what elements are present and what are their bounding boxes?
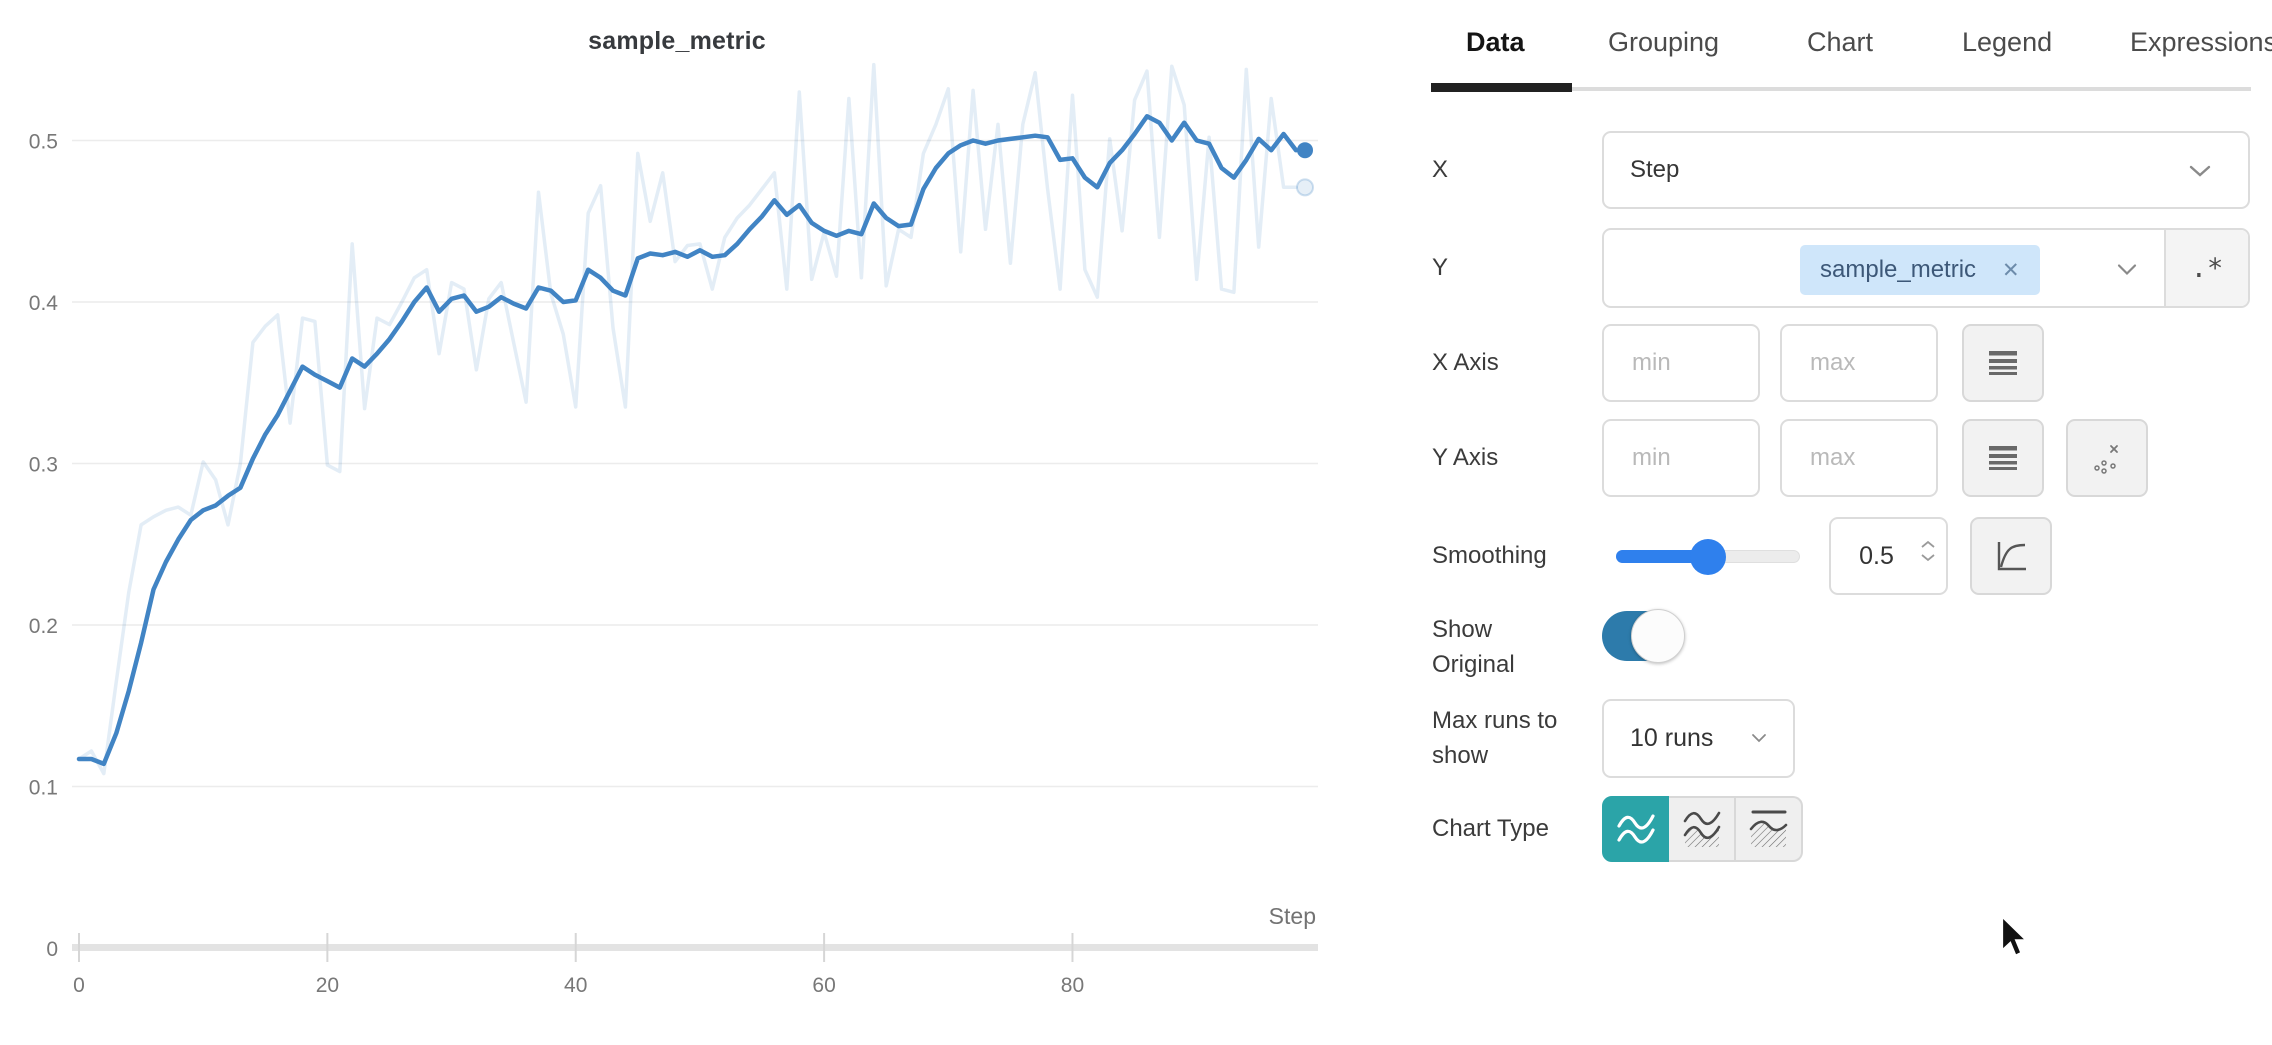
y-axis-label: Y Axis xyxy=(1432,444,1499,471)
svg-text:0: 0 xyxy=(46,938,58,961)
x-axis-min-input[interactable] xyxy=(1602,324,1760,402)
active-tab-indicator xyxy=(1431,83,1572,92)
max-runs-select[interactable]: 10 runs xyxy=(1602,699,1795,778)
log-scale-icon xyxy=(1989,446,2017,470)
y-axis-min-input[interactable] xyxy=(1602,419,1760,497)
log-scale-icon xyxy=(1989,351,2017,375)
x-metric-select[interactable]: Step xyxy=(1602,131,2250,209)
tab-grouping[interactable]: Grouping xyxy=(1608,27,1720,57)
svg-text:20: 20 xyxy=(316,974,339,997)
y-metric-tag[interactable]: sample_metric ✕ xyxy=(1800,245,2040,295)
percentile-plot-icon xyxy=(1749,810,1787,847)
x-axis-max-input[interactable] xyxy=(1780,324,1938,402)
regex-toggle-button[interactable]: .* xyxy=(2164,230,2248,306)
y-metric-tag-label: sample_metric xyxy=(1820,256,1977,283)
svg-text:40: 40 xyxy=(564,974,587,997)
x-axis-log-scale-button[interactable] xyxy=(1962,324,2044,402)
smoothing-label: Smoothing xyxy=(1432,542,1547,569)
chevron-down-icon xyxy=(2117,264,2137,276)
toggle-knob xyxy=(1631,609,1685,663)
chart-type-label: Chart Type xyxy=(1432,815,1549,842)
svg-text:0.3: 0.3 xyxy=(29,454,58,477)
show-original-toggle[interactable] xyxy=(1602,609,1685,663)
svg-text:0: 0 xyxy=(73,974,85,997)
ignore-outliers-button[interactable] xyxy=(2066,419,2148,497)
svg-text:0.1: 0.1 xyxy=(29,777,58,800)
tab-data[interactable]: Data xyxy=(1466,27,1525,57)
smoothing-slider-fill xyxy=(1616,550,1711,563)
chart-title: sample_metric xyxy=(588,27,766,55)
plot-area[interactable]: 0 0.1 0.2 0.3 0.4 0.5 0 20 40 60 80 Step xyxy=(0,0,1354,1045)
svg-text:0.4: 0.4 xyxy=(29,292,59,315)
tab-underline-track xyxy=(1431,87,2251,91)
x-axis-label: X Axis xyxy=(1432,349,1499,376)
chart-type-line-button[interactable] xyxy=(1602,796,1669,862)
svg-text:60: 60 xyxy=(812,974,835,997)
chart-panel: sample_metric 0 0.1 0.2 0.3 0.4 0.5 0 20 40 60 80 S… xyxy=(29,27,1318,997)
smoothing-value-input[interactable] xyxy=(1829,517,1948,595)
max-runs-label: Max runs to show xyxy=(1432,707,1558,769)
ignore-outliers-icon xyxy=(2094,445,2118,474)
smoothing-slider[interactable] xyxy=(1616,539,1800,575)
svg-text:0.2: 0.2 xyxy=(29,615,58,638)
tab-chart[interactable]: Chart xyxy=(1807,27,1874,57)
svg-text:Step: Step xyxy=(1269,903,1316,929)
y-label: Y xyxy=(1432,254,1449,281)
regex-label: .* xyxy=(2190,252,2224,284)
smoothing-slider-thumb[interactable] xyxy=(1690,539,1726,575)
tab-legend[interactable]: Legend xyxy=(1962,27,2053,57)
y-metric-select[interactable]: sample_metric ✕ .* xyxy=(1602,228,2250,308)
svg-text:80: 80 xyxy=(1061,974,1084,997)
x-label: X xyxy=(1432,156,1449,183)
remove-tag-icon[interactable]: ✕ xyxy=(2002,258,2020,282)
smoothing-type-button[interactable] xyxy=(1970,517,2052,595)
line-plot-icon xyxy=(1616,814,1655,844)
chevron-down-icon xyxy=(1752,734,1766,743)
max-runs-value: 10 runs xyxy=(1630,724,1714,752)
tab-expressions[interactable]: Expressions xyxy=(2130,27,2272,57)
show-original-label: Show Original xyxy=(1432,616,1515,678)
chart-type-area-button[interactable] xyxy=(1669,796,1736,862)
mouse-cursor xyxy=(2000,914,2036,963)
y-axis-log-scale-button[interactable] xyxy=(1962,419,2044,497)
area-plot-icon xyxy=(1683,811,1720,847)
smoothing-curve-icon xyxy=(1997,542,2026,571)
chart-settings-panel: Data Grouping Chart Legend Expressions X… xyxy=(1420,0,2272,1040)
x-metric-value: Step xyxy=(1630,156,1680,183)
chevron-down-icon xyxy=(2189,165,2211,177)
chart-type-percentile-button[interactable] xyxy=(1736,796,1803,862)
y-axis-max-input[interactable] xyxy=(1780,419,1938,497)
svg-text:0.5: 0.5 xyxy=(29,131,58,154)
